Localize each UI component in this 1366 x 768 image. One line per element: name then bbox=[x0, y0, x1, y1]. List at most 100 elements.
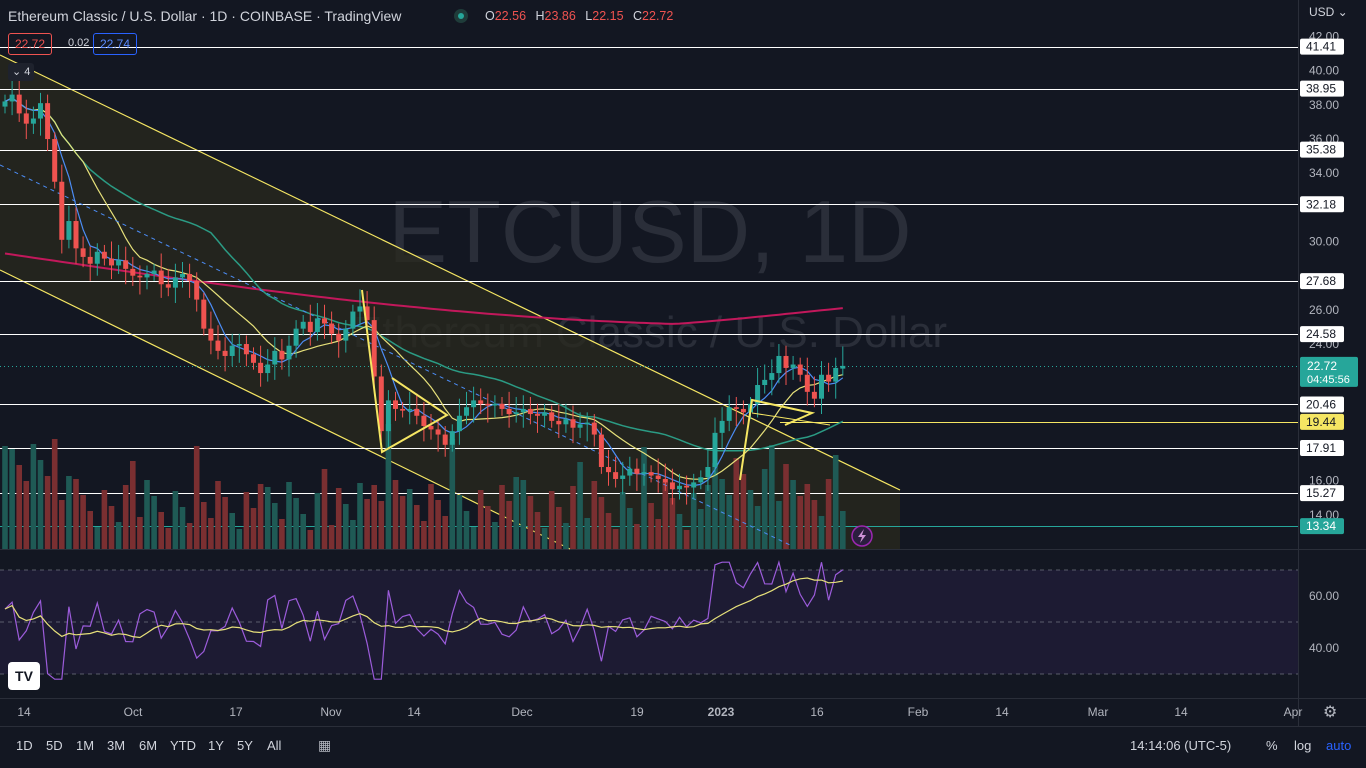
volume-bar bbox=[797, 496, 803, 549]
alert-lightning-icon bbox=[851, 525, 873, 547]
level-label-bg bbox=[1300, 396, 1344, 413]
volume-bar bbox=[754, 506, 761, 549]
candle-body bbox=[172, 277, 178, 288]
auto-toggle[interactable]: auto bbox=[1326, 738, 1352, 753]
candle-body bbox=[811, 391, 817, 399]
percent-toggle[interactable]: % bbox=[1266, 738, 1278, 753]
volume-bar bbox=[612, 529, 619, 549]
time-tick: 14 bbox=[407, 705, 421, 719]
candle-body bbox=[740, 408, 746, 413]
volume-bar bbox=[158, 512, 164, 549]
bull-flag-pattern bbox=[739, 398, 816, 481]
volume-bar bbox=[229, 513, 235, 549]
volume-bar bbox=[371, 485, 377, 549]
candle-body bbox=[144, 273, 150, 278]
level-label-bg bbox=[1300, 80, 1344, 97]
candle-body bbox=[364, 306, 370, 321]
tf-3m[interactable]: 3M bbox=[107, 738, 126, 753]
market-status-icon[interactable] bbox=[454, 9, 468, 23]
currency-selector[interactable]: USD ⌄ bbox=[1309, 5, 1348, 19]
volume-bar bbox=[726, 495, 732, 549]
tf-6m[interactable]: 6M bbox=[139, 738, 158, 753]
tf-ytd[interactable]: YTD bbox=[170, 738, 196, 753]
candle-body bbox=[797, 364, 803, 375]
level-label-bg bbox=[1300, 273, 1344, 290]
tf-1y[interactable]: 1Y bbox=[208, 738, 224, 753]
volume-bar bbox=[307, 530, 314, 549]
candle-body bbox=[840, 365, 846, 369]
volume-bar bbox=[719, 479, 725, 549]
volume-bar bbox=[477, 490, 484, 549]
candle-body bbox=[286, 345, 292, 360]
volume-bar bbox=[563, 523, 569, 549]
chart-canvas[interactable]: ETCUSD, 1D Ethereum Classic / U.S. Dolla… bbox=[0, 0, 1366, 726]
volume-bar bbox=[605, 513, 612, 549]
buy-price-button[interactable]: 22.74 bbox=[93, 33, 138, 55]
candle-body bbox=[755, 385, 761, 404]
tradingview-logo[interactable]: TV bbox=[8, 662, 40, 690]
volume-bar bbox=[705, 485, 711, 549]
candle-body bbox=[464, 407, 469, 416]
time-tick: Dec bbox=[511, 705, 532, 719]
candle-body bbox=[726, 407, 732, 421]
candle-body bbox=[357, 306, 363, 312]
volume-bar bbox=[115, 522, 122, 549]
volume-bar bbox=[335, 488, 342, 549]
level-label-bg bbox=[1300, 485, 1344, 502]
volume-bar bbox=[818, 516, 825, 549]
volume-bar bbox=[122, 485, 129, 549]
candle-body bbox=[215, 340, 221, 351]
time-tick: Nov bbox=[320, 705, 341, 719]
volume-bar bbox=[343, 504, 349, 549]
indicators-toggle[interactable]: ⌄ 4 bbox=[8, 63, 35, 81]
pattern-drawings[interactable] bbox=[361, 289, 873, 547]
tf-5y[interactable]: 5Y bbox=[237, 738, 253, 753]
level-label-bg bbox=[1300, 518, 1344, 535]
candle-body bbox=[2, 101, 8, 107]
channel-fill bbox=[0, 55, 900, 549]
candle-body bbox=[527, 408, 533, 415]
volume-bar bbox=[698, 509, 704, 549]
volume-bar bbox=[264, 487, 271, 549]
candle-body bbox=[719, 420, 725, 433]
tf-1m[interactable]: 1M bbox=[76, 738, 95, 753]
price-axis[interactable]: 14.0016.0024.0026.0030.0034.0036.0038.00… bbox=[1300, 30, 1358, 655]
settings-gear-icon[interactable]: ⚙ bbox=[1323, 704, 1338, 721]
volume-bar bbox=[137, 517, 143, 549]
volume-bar bbox=[634, 524, 640, 549]
candle-body bbox=[343, 328, 349, 341]
time-tick: Mar bbox=[1088, 705, 1109, 719]
volume-bar bbox=[94, 527, 101, 549]
volume-bar bbox=[435, 500, 441, 549]
volume-bar bbox=[257, 484, 264, 549]
candle-body bbox=[307, 321, 313, 333]
volume-bar bbox=[23, 481, 30, 549]
time-axis[interactable]: 14 Oct 17 Nov 14 Dec 19 2023 16 Feb 14 Mar 14 Apr bbox=[17, 705, 1302, 719]
candle-body bbox=[492, 403, 498, 406]
rsi-ma-line bbox=[4, 577, 843, 639]
volume-bar bbox=[37, 460, 44, 549]
volume-bar bbox=[350, 520, 356, 549]
volume-bar bbox=[201, 502, 207, 549]
tf-1d[interactable]: 1D bbox=[16, 738, 33, 753]
clock-timezone[interactable]: 14:14:06 (UTC-5) bbox=[1130, 738, 1232, 753]
sell-price-button[interactable]: 22.72 bbox=[8, 33, 53, 55]
volume-bar bbox=[683, 530, 690, 549]
candle-body bbox=[130, 268, 136, 276]
candle-body bbox=[677, 485, 682, 490]
price-tick: 30.00 bbox=[1309, 235, 1339, 249]
candle-body bbox=[414, 408, 420, 416]
date-range-icon[interactable]: ▦ bbox=[318, 737, 332, 753]
level-label: 13.34 bbox=[1306, 519, 1336, 533]
candle-body bbox=[258, 362, 264, 374]
volume-bar bbox=[840, 511, 846, 549]
volume-bar bbox=[825, 479, 832, 549]
level-label-bg bbox=[1300, 38, 1344, 55]
candle-body bbox=[66, 221, 72, 240]
tf-5d[interactable]: 5D bbox=[46, 738, 63, 753]
volume-bar bbox=[485, 506, 491, 549]
candle-body bbox=[251, 354, 256, 363]
tf-all[interactable]: All bbox=[267, 738, 282, 753]
log-toggle[interactable]: log bbox=[1294, 738, 1312, 753]
volume-bar bbox=[165, 528, 172, 549]
